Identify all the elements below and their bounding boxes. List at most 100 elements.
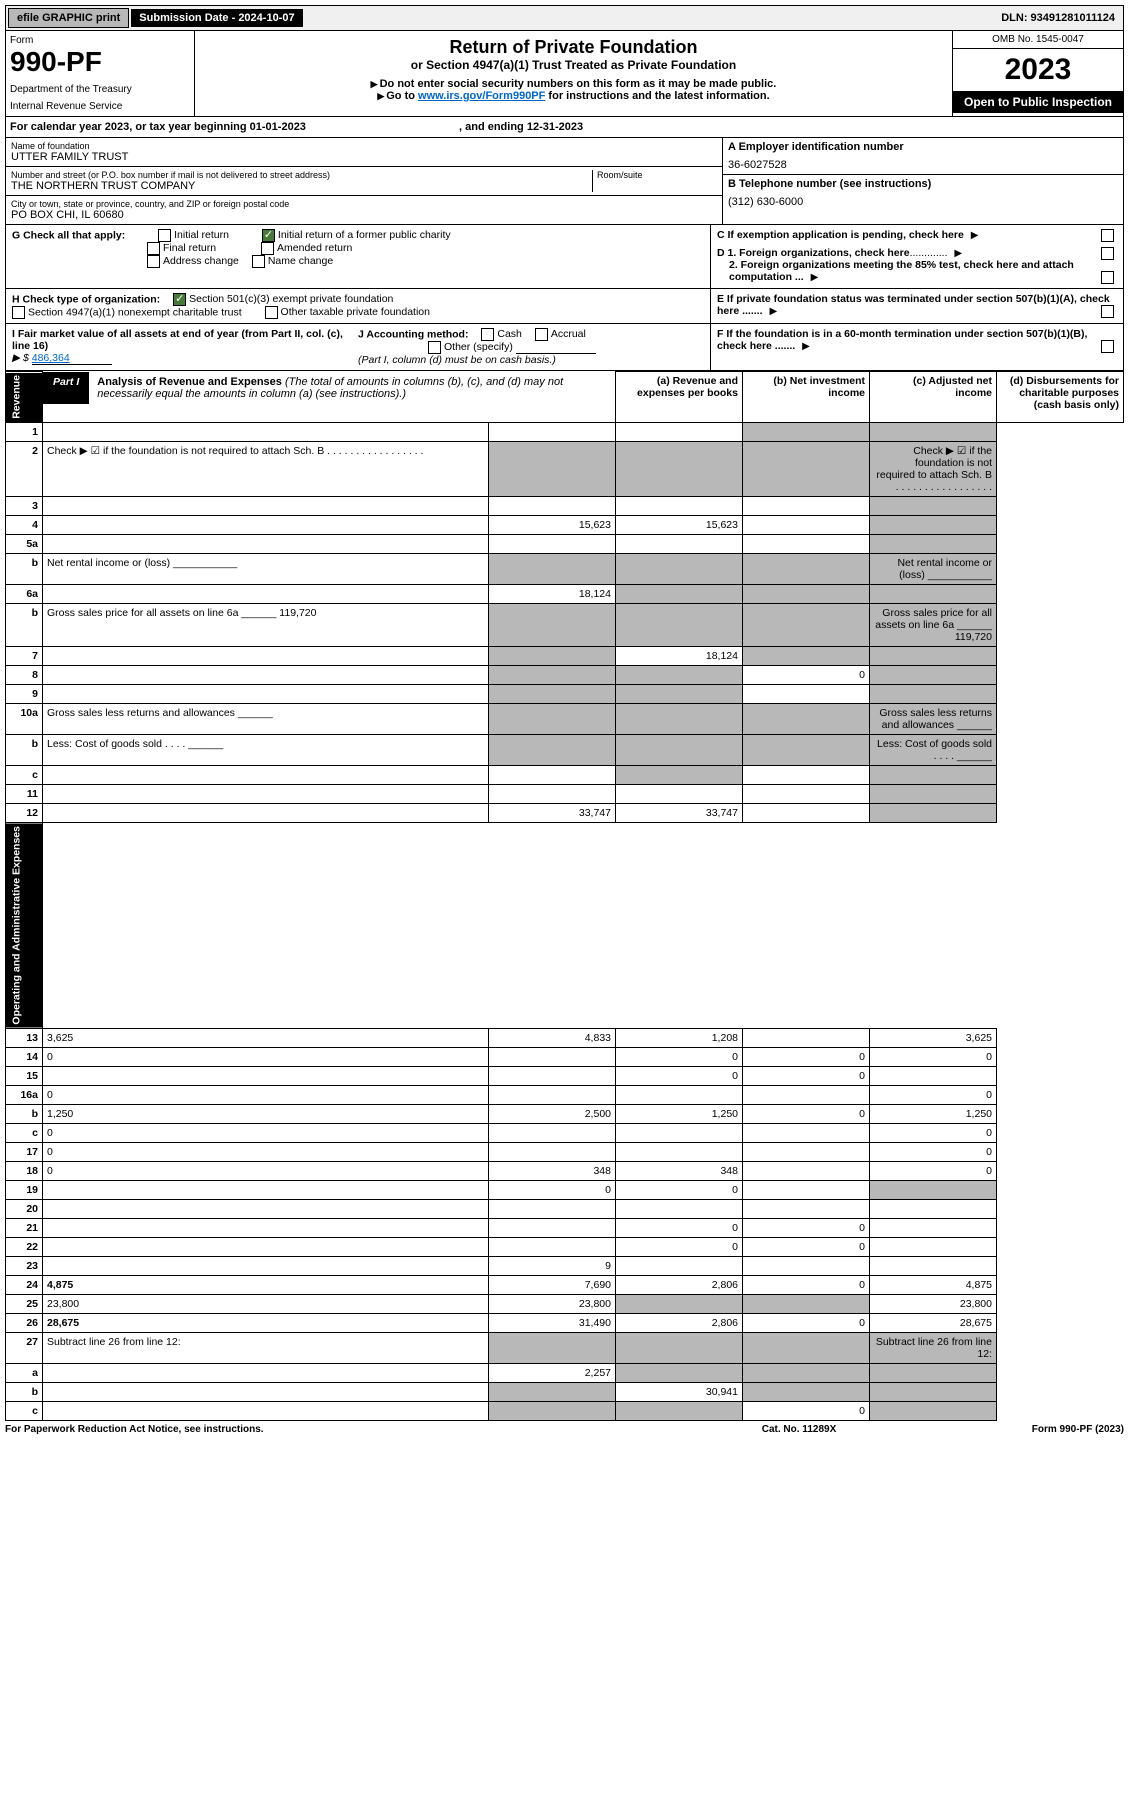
cell-a: 2,500 bbox=[489, 1104, 616, 1123]
cell-d bbox=[870, 785, 997, 804]
cal-year-mid: , and ending bbox=[459, 121, 527, 133]
cell-b: 0 bbox=[616, 1180, 743, 1199]
row-description: 3,625 bbox=[43, 1028, 489, 1047]
table-row: b30,941 bbox=[6, 1382, 1124, 1401]
row-number: 24 bbox=[6, 1275, 43, 1294]
other-taxable-check[interactable] bbox=[265, 306, 278, 319]
cell-b: 2,806 bbox=[616, 1275, 743, 1294]
header-right: OMB No. 1545-0047 2023 Open to Public In… bbox=[952, 31, 1123, 116]
4947-check[interactable] bbox=[12, 306, 25, 319]
row-number: b bbox=[6, 1104, 43, 1123]
cell-c bbox=[743, 685, 870, 704]
d1-dots: ............. bbox=[910, 247, 948, 259]
cell-d bbox=[870, 685, 997, 704]
cell-b bbox=[616, 1085, 743, 1104]
501c3-check[interactable] bbox=[173, 293, 186, 306]
block-g: G Check all that apply: Initial return I… bbox=[6, 225, 711, 288]
calendar-year-row: For calendar year 2023, or tax year begi… bbox=[5, 117, 1124, 138]
row-number: 1 bbox=[6, 423, 43, 442]
cell-a bbox=[489, 704, 616, 735]
cell-a bbox=[489, 1401, 616, 1420]
accrual-check[interactable] bbox=[535, 328, 548, 341]
cell-c: 0 bbox=[743, 1237, 870, 1256]
cell-d: 0 bbox=[870, 1161, 997, 1180]
cell-a bbox=[489, 766, 616, 785]
phone-value: (312) 630-6000 bbox=[728, 196, 1118, 208]
cell-a bbox=[489, 535, 616, 554]
row-number: 5a bbox=[6, 535, 43, 554]
cell-a: 0 bbox=[489, 1180, 616, 1199]
cell-b bbox=[616, 704, 743, 735]
row-description bbox=[43, 1382, 489, 1401]
cell-a bbox=[489, 1066, 616, 1085]
row-description bbox=[43, 516, 489, 535]
table-row: 27Subtract line 26 from line 12:Subtract… bbox=[6, 1332, 1124, 1363]
status-terminated-check[interactable] bbox=[1101, 305, 1114, 318]
foreign-org-check[interactable] bbox=[1101, 247, 1114, 260]
cell-a bbox=[489, 554, 616, 585]
other-method-check[interactable] bbox=[428, 341, 441, 354]
row-number: 22 bbox=[6, 1237, 43, 1256]
cell-b: 0 bbox=[616, 1047, 743, 1066]
row-description bbox=[43, 1199, 489, 1218]
dept-treasury: Department of the Treasury bbox=[10, 84, 190, 95]
accrual-label: Accrual bbox=[551, 328, 586, 340]
efile-print-button[interactable]: efile GRAPHIC print bbox=[8, 8, 129, 28]
footer: For Paperwork Reduction Act Notice, see … bbox=[5, 1421, 1124, 1438]
address-change-check[interactable] bbox=[147, 255, 160, 268]
exemption-pending-check[interactable] bbox=[1101, 229, 1114, 242]
initial-return-check[interactable] bbox=[158, 229, 171, 242]
row-description: 0 bbox=[43, 1161, 489, 1180]
cell-b bbox=[616, 1294, 743, 1313]
addr-row: Number and street (or P.O. box number if… bbox=[6, 167, 722, 196]
60-month-check[interactable] bbox=[1101, 340, 1114, 353]
table-row: 5a bbox=[6, 535, 1124, 554]
cell-b: 18,124 bbox=[616, 647, 743, 666]
cell-c bbox=[743, 1028, 870, 1047]
cell-b bbox=[616, 604, 743, 647]
cell-a: 2,257 bbox=[489, 1363, 616, 1382]
table-row: bGross sales price for all assets on lin… bbox=[6, 604, 1124, 647]
cell-d: 28,675 bbox=[870, 1313, 997, 1332]
cell-d: 0 bbox=[870, 1047, 997, 1066]
row-number: 14 bbox=[6, 1047, 43, 1066]
name-change-check[interactable] bbox=[252, 255, 265, 268]
phone-label: B Telephone number (see instructions) bbox=[728, 178, 1118, 190]
row-description: 23,800 bbox=[43, 1294, 489, 1313]
cell-d: 0 bbox=[870, 1085, 997, 1104]
table-row: 2628,67531,4902,806028,675 bbox=[6, 1313, 1124, 1332]
amended-return-check[interactable] bbox=[261, 242, 274, 255]
cell-c bbox=[743, 423, 870, 442]
row-number: 16a bbox=[6, 1085, 43, 1104]
cell-c: 0 bbox=[743, 1313, 870, 1332]
block-c-d: C If exemption application is pending, c… bbox=[711, 225, 1123, 288]
g-label: G Check all that apply: bbox=[12, 229, 125, 241]
cell-d bbox=[870, 766, 997, 785]
cell-b bbox=[616, 1199, 743, 1218]
cell-a bbox=[489, 647, 616, 666]
phone-row: B Telephone number (see instructions) (3… bbox=[723, 175, 1123, 211]
irs-form-link[interactable]: www.irs.gov/Form990PF bbox=[418, 90, 545, 102]
501c3-label: Section 501(c)(3) exempt private foundat… bbox=[189, 293, 393, 305]
cell-d: Check ▶ ☑ if the foundation is not requi… bbox=[870, 442, 997, 497]
row-description bbox=[43, 666, 489, 685]
row-description bbox=[43, 766, 489, 785]
initial-former-check[interactable] bbox=[262, 229, 275, 242]
table-row: 415,62315,623 bbox=[6, 516, 1124, 535]
cell-a: 4,833 bbox=[489, 1028, 616, 1047]
cash-check[interactable] bbox=[481, 328, 494, 341]
cell-b: 1,250 bbox=[616, 1104, 743, 1123]
cell-c bbox=[743, 535, 870, 554]
public-inspection: Open to Public Inspection bbox=[953, 91, 1123, 113]
row-number: 21 bbox=[6, 1218, 43, 1237]
table-row: bLess: Cost of goods sold . . . . ______… bbox=[6, 735, 1124, 766]
4947-label: Section 4947(a)(1) nonexempt charitable … bbox=[28, 306, 242, 318]
cell-a bbox=[489, 1142, 616, 1161]
cell-d: 0 bbox=[870, 1123, 997, 1142]
tax-year: 2023 bbox=[953, 49, 1123, 91]
name-label: Name of foundation bbox=[11, 141, 717, 151]
cell-d bbox=[870, 1218, 997, 1237]
cell-a bbox=[489, 497, 616, 516]
final-return-check[interactable] bbox=[147, 242, 160, 255]
foreign-85-check[interactable] bbox=[1101, 271, 1114, 284]
